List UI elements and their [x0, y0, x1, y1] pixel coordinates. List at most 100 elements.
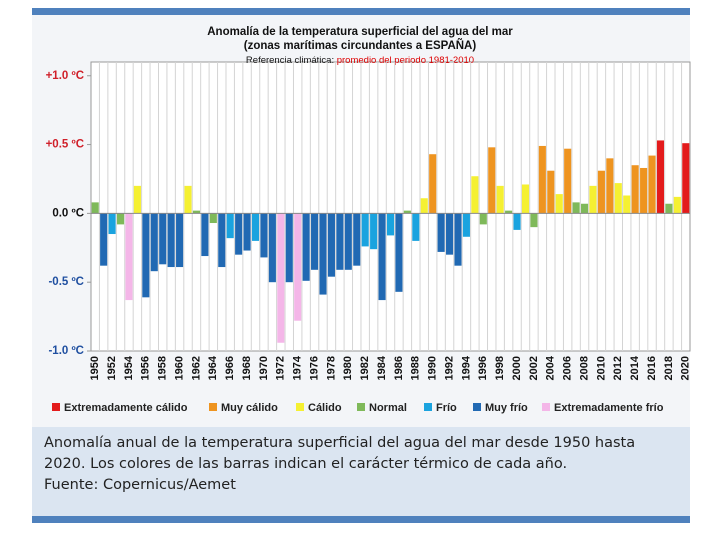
y-tick-label: -0.5 ºC	[48, 276, 84, 288]
bar	[564, 148, 572, 214]
bar	[665, 203, 673, 214]
bar	[521, 184, 530, 214]
x-tick-label: 1982	[359, 356, 371, 380]
bar	[251, 213, 260, 241]
bar	[192, 210, 201, 214]
bar	[437, 213, 445, 252]
legend-swatch	[473, 403, 481, 411]
bar	[302, 213, 310, 281]
bar	[277, 213, 285, 343]
bar	[606, 158, 614, 214]
bar	[319, 213, 327, 295]
bar	[311, 213, 319, 270]
legend-label: Cálido	[308, 402, 342, 414]
bar	[580, 203, 589, 214]
x-tick-label: 1968	[241, 356, 253, 380]
bar	[597, 170, 605, 214]
legend-swatch	[52, 403, 60, 411]
x-tick-label: 2018	[663, 356, 675, 380]
bar	[133, 185, 141, 214]
x-tick-label: 1950	[89, 356, 101, 380]
chart-subtitle: (zonas marítimas circundantes a ESPAÑA)	[244, 39, 477, 52]
x-tick-label: 1976	[308, 356, 320, 380]
x-tick-label: 2006	[562, 356, 574, 380]
x-tick-label: 1952	[106, 356, 118, 380]
legend-label: Muy frío	[485, 402, 528, 414]
bar	[429, 154, 437, 214]
bar	[572, 202, 580, 214]
bar	[125, 213, 133, 301]
bar	[294, 213, 302, 321]
x-tick-label: 1960	[173, 356, 185, 380]
bar	[353, 213, 361, 266]
x-tick-label: 1962	[190, 356, 202, 380]
legend-label: Extremadamente cálido	[64, 402, 188, 414]
bar	[555, 194, 563, 214]
y-tick-label: +0.5 ºC	[46, 139, 84, 151]
bar	[462, 213, 470, 237]
bar	[150, 213, 158, 272]
legend-swatch	[296, 403, 304, 411]
bar	[682, 143, 690, 214]
bar	[285, 213, 293, 283]
bar	[327, 213, 335, 277]
caption-panel	[32, 427, 690, 516]
bar	[378, 213, 386, 301]
bar	[159, 213, 167, 265]
bar	[614, 183, 622, 214]
x-tick-label: 2016	[646, 356, 658, 380]
legend-swatch	[424, 403, 432, 411]
x-tick-label: 1984	[376, 355, 388, 380]
y-tick-label: +1.0 ºC	[46, 70, 84, 82]
chart-title: Anomalía de la temperatura superficial d…	[207, 26, 513, 38]
x-tick-label: 1998	[494, 356, 506, 380]
x-tick-label: 1988	[410, 356, 422, 380]
bar	[336, 213, 344, 270]
bar	[589, 185, 597, 214]
x-tick-label: 1966	[224, 356, 236, 380]
bar	[530, 213, 538, 228]
bar	[100, 213, 108, 266]
x-tick-label: 1992	[443, 356, 455, 380]
bar	[243, 213, 251, 251]
x-tick-label: 2004	[545, 355, 557, 380]
x-tick-label: 1954	[123, 355, 135, 380]
bar	[538, 145, 546, 214]
bar	[631, 165, 639, 214]
bar	[268, 213, 276, 283]
bar	[420, 198, 428, 214]
x-tick-label: 1980	[342, 356, 354, 380]
bar	[91, 202, 99, 214]
x-tick-label: 1978	[325, 356, 337, 380]
x-tick-label: 2012	[612, 356, 624, 380]
bar	[446, 213, 454, 255]
bar	[640, 167, 648, 214]
x-tick-label: 1986	[393, 356, 405, 380]
x-tick-label: 1996	[477, 356, 489, 380]
bar	[226, 213, 234, 239]
bar	[184, 185, 192, 214]
x-tick-label: 1956	[140, 356, 152, 380]
x-tick-label: 1958	[157, 356, 169, 380]
bar	[648, 155, 656, 214]
bar	[412, 213, 420, 241]
bottom-band	[32, 516, 690, 523]
bar	[471, 176, 479, 214]
bar	[167, 213, 175, 268]
legend-swatch	[542, 403, 550, 411]
bar	[361, 213, 369, 247]
x-tick-label: 1964	[207, 355, 219, 380]
caption-line: Fuente: Copernicus/Aemet	[44, 477, 236, 493]
bar	[116, 213, 125, 225]
bar	[547, 170, 555, 214]
bar	[496, 185, 504, 214]
legend-label: Muy cálido	[221, 402, 278, 414]
legend-swatch	[357, 403, 365, 411]
legend-label: Normal	[369, 402, 407, 414]
legend-label: Extremadamente frío	[554, 402, 664, 414]
bar	[656, 140, 665, 214]
bar	[479, 213, 487, 225]
bar	[513, 213, 521, 230]
